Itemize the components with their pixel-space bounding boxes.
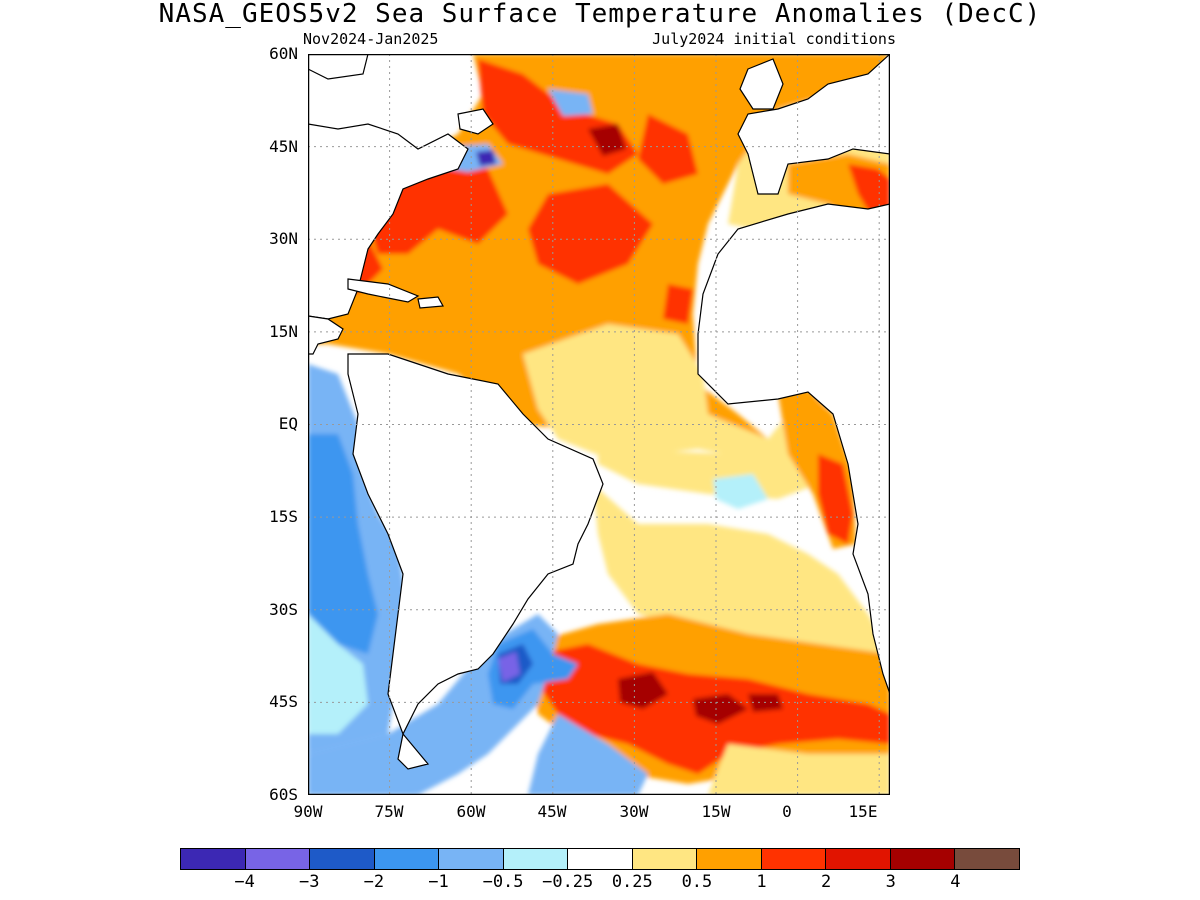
field-south-neutral-2 <box>708 744 890 795</box>
field-equator-neutral <box>598 434 818 499</box>
field-north-darkred <box>588 124 626 156</box>
lon-label-30w: 30W <box>619 802 649 821</box>
field-falklands-purple <box>498 652 520 682</box>
land <box>308 54 890 770</box>
legend-tick-label: 2 <box>821 872 832 892</box>
legend-color-box <box>503 849 569 869</box>
color-legend <box>180 848 1020 870</box>
field-south-neutral <box>593 484 890 694</box>
field-north-blue-2 <box>548 89 593 116</box>
field-south-darkred-3 <box>748 694 783 712</box>
field-pacific-light <box>308 614 368 734</box>
field-north-red-6 <box>663 284 693 324</box>
land-newfoundland <box>457 108 494 135</box>
legend-tick-label: −2 <box>363 872 385 892</box>
legend-color-box <box>761 849 827 869</box>
field-tropical-neutral <box>523 324 828 474</box>
legend-color-box <box>181 849 246 869</box>
legend-tick-label: 3 <box>885 872 896 892</box>
land-africa <box>697 203 890 695</box>
land-south-america <box>347 353 604 770</box>
legend-tick-label: −3 <box>298 872 320 892</box>
map-frame <box>308 54 890 795</box>
lon-label-90w: 90W <box>293 802 323 821</box>
lon-label-45w: 45W <box>537 802 567 821</box>
lat-label-60n: 60N <box>269 44 298 63</box>
lon-label-15w: 15W <box>701 802 731 821</box>
land-europe <box>737 54 890 195</box>
lat-label-15s: 15S <box>269 507 298 526</box>
legend-color-box <box>245 849 311 869</box>
legend-tick-label: 1 <box>756 872 767 892</box>
legend-color-box <box>439 849 504 869</box>
legend-color-box <box>955 849 1019 869</box>
field-north-red-4 <box>638 114 698 184</box>
legend-color-box <box>310 849 375 869</box>
land-cuba <box>347 278 420 303</box>
lat-label-eq: EQ <box>278 414 298 433</box>
land-british-isles <box>739 58 784 110</box>
field-south-darkred-1 <box>618 672 668 709</box>
legend-tick-label: −4 <box>234 872 255 892</box>
legend-color-box <box>890 849 956 869</box>
lon-label-0: 0 <box>782 802 792 821</box>
map-title: NASA_GEOS5v2 Sea Surface Temperature Ano… <box>158 0 1042 29</box>
field-south-darkred-2 <box>693 694 748 724</box>
graticule <box>308 54 890 795</box>
map-canvas <box>308 54 890 795</box>
legend-tick-label: −0.5 <box>482 872 524 892</box>
land-north-america <box>308 123 469 320</box>
land-hispaniola <box>417 296 444 309</box>
land-greenland-iceland <box>308 54 369 80</box>
lat-label-30s: 30S <box>269 600 298 619</box>
lat-label-15n: 15N <box>269 322 298 341</box>
legend-color-box <box>826 849 891 869</box>
legend-color-box <box>632 849 698 869</box>
legend-tick-label: 4 <box>950 872 961 892</box>
legend-color-box <box>568 849 633 869</box>
lat-label-45n: 45N <box>269 137 298 156</box>
legend-tick-label: −0.25 <box>542 872 594 892</box>
lat-label-60s: 60S <box>269 785 298 804</box>
field-pacific-blue <box>308 434 378 654</box>
lon-label-75w: 75W <box>374 802 404 821</box>
initial-conditions: July2024 initial conditions <box>652 30 896 48</box>
legend-tick-label: 0.5 <box>681 872 713 892</box>
field-north-red-3 <box>528 184 653 284</box>
sst-anomaly-map <box>308 54 890 795</box>
forecast-period: Nov2024-Jan2025 <box>303 30 439 48</box>
field-south-light-blue <box>713 474 768 509</box>
legend-color-box <box>374 849 440 869</box>
legend-tick-label: −1 <box>428 872 449 892</box>
lon-label-15e: 15E <box>848 802 878 821</box>
field-southwest-cold <box>528 714 648 795</box>
legend-color-box <box>697 849 762 869</box>
lon-label-60w: 60W <box>456 802 486 821</box>
field-angola-red <box>818 454 853 544</box>
lat-label-45s: 45S <box>269 692 298 711</box>
field-north-blue-3 <box>476 150 496 166</box>
legend-tick-label: 0.25 <box>611 872 653 892</box>
lat-label-30n: 30N <box>269 229 298 248</box>
